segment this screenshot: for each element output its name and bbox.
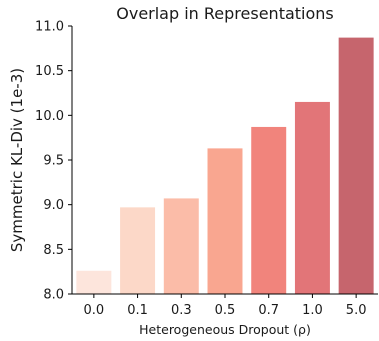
x-tick-label: 0.7 [258, 303, 279, 318]
y-axis-label: Symmetric KL-Div (1e-3) [8, 68, 26, 252]
bars [76, 37, 374, 295]
x-axis-label: Heterogeneous Dropout (ρ) [139, 322, 311, 337]
bar [163, 198, 199, 294]
x-tick-label: 0.5 [215, 303, 236, 318]
x-tick-label: 5.0 [346, 303, 367, 318]
x-tick-label: 0.0 [84, 303, 105, 318]
y-tick-label: 10.0 [35, 109, 64, 124]
bar [338, 37, 374, 294]
y-tick-label: 8.0 [43, 288, 64, 303]
x-tick-label: 1.0 [302, 303, 323, 318]
bar [294, 101, 330, 294]
y-tick-label: 11.0 [35, 20, 64, 35]
x-tick-label: 0.3 [171, 303, 192, 318]
y-axis-ticks: 8.0 8.5 9.0 9.5 10.0 10.5 11.0 [35, 20, 72, 303]
bar [251, 126, 287, 295]
x-axis-ticks: 0.0 0.1 0.3 0.5 0.7 1.0 5.0 [84, 294, 367, 318]
bar [76, 270, 112, 294]
x-tick-label: 0.1 [127, 303, 148, 318]
y-tick-label: 9.5 [43, 154, 64, 169]
bar [120, 207, 156, 294]
y-tick-label: 10.5 [35, 64, 64, 79]
chart-title: Overlap in Representations [116, 4, 334, 23]
y-tick-label: 8.5 [43, 243, 64, 258]
y-tick-label: 9.0 [43, 198, 64, 213]
bar [207, 148, 243, 294]
